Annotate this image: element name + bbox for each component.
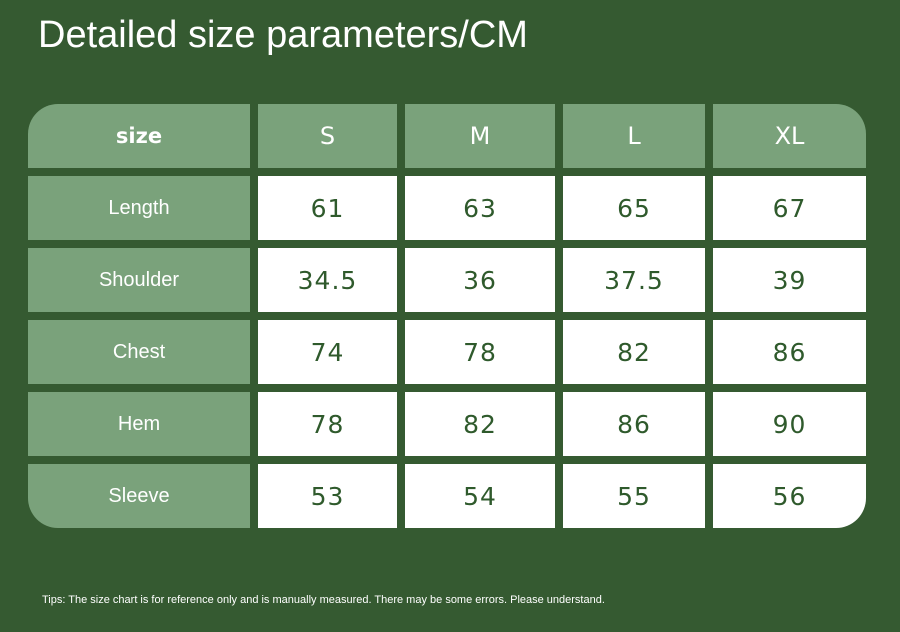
size-value: 82	[405, 392, 555, 456]
size-value: 86	[713, 320, 866, 384]
size-value: 61	[258, 176, 397, 240]
header-cell: size	[28, 104, 250, 168]
size-value: 74	[258, 320, 397, 384]
size-value: 56	[713, 464, 866, 528]
header-cell: S	[258, 104, 397, 168]
size-value: 53	[258, 464, 397, 528]
size-value: 86	[563, 392, 705, 456]
row-label: Hem	[28, 392, 250, 456]
row-label: Shoulder	[28, 248, 250, 312]
size-value: 82	[563, 320, 705, 384]
size-value: 54	[405, 464, 555, 528]
row-label: Chest	[28, 320, 250, 384]
tips: Tips: The size chart is for reference on…	[42, 594, 605, 606]
size-value: 55	[563, 464, 705, 528]
size-value: 78	[258, 392, 397, 456]
header-cell: XL	[713, 104, 866, 168]
header-cell: M	[405, 104, 555, 168]
header-cell: L	[563, 104, 705, 168]
size-value: 63	[405, 176, 555, 240]
size-value: 34.5	[258, 248, 397, 312]
size-table: size S M L XL Length 61 63 65 67 Shoulder 34.5 36 37.…	[28, 104, 866, 528]
size-value: 90	[713, 392, 866, 456]
size-value: 39	[713, 248, 866, 312]
size-value: 78	[405, 320, 555, 384]
row-label: Sleeve	[28, 464, 250, 528]
size-value: 65	[563, 176, 705, 240]
size-value: 36	[405, 248, 555, 312]
row-label: Length	[28, 176, 250, 240]
title: Detailed size parameters/CM	[38, 14, 528, 56]
size-value: 67	[713, 176, 866, 240]
size-value: 37.5	[563, 248, 705, 312]
